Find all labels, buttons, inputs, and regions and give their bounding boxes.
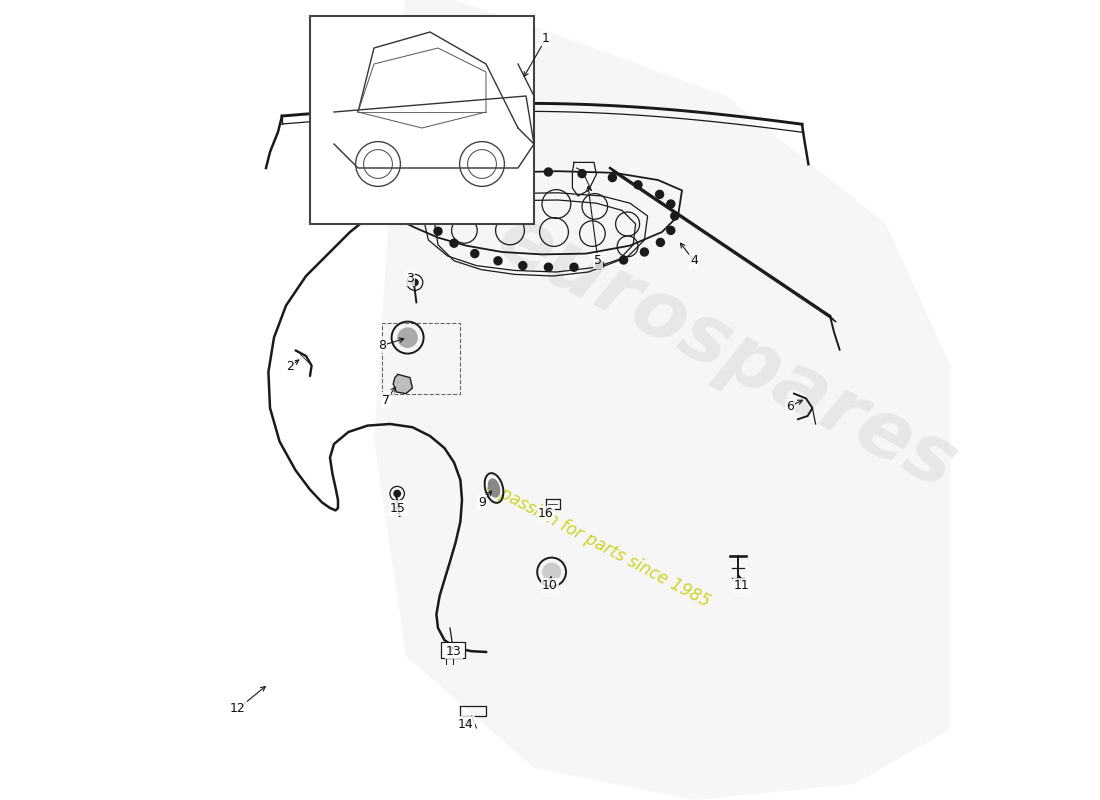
Text: eurospares: eurospares: [483, 198, 969, 506]
Circle shape: [640, 248, 648, 256]
Text: 7: 7: [382, 394, 390, 406]
Circle shape: [619, 256, 628, 264]
Polygon shape: [393, 374, 412, 394]
Circle shape: [578, 170, 586, 178]
Circle shape: [634, 181, 642, 189]
Text: 14: 14: [458, 718, 474, 730]
FancyBboxPatch shape: [441, 642, 465, 658]
Circle shape: [450, 239, 458, 247]
Text: 5: 5: [594, 254, 602, 267]
Circle shape: [510, 169, 519, 177]
Text: 2: 2: [286, 360, 294, 373]
Circle shape: [434, 227, 442, 235]
Text: 3: 3: [406, 272, 414, 285]
Circle shape: [595, 261, 604, 269]
Text: 1: 1: [542, 32, 550, 45]
Circle shape: [478, 171, 487, 179]
Circle shape: [519, 262, 527, 270]
Circle shape: [494, 257, 502, 265]
Circle shape: [667, 226, 674, 234]
Text: 10: 10: [542, 579, 558, 592]
Circle shape: [447, 177, 454, 185]
Text: 6: 6: [786, 400, 794, 413]
Circle shape: [394, 490, 400, 497]
Circle shape: [398, 328, 417, 347]
Circle shape: [471, 250, 478, 258]
Circle shape: [570, 263, 578, 271]
Polygon shape: [374, 0, 966, 800]
Text: 8: 8: [378, 339, 386, 352]
Text: 9: 9: [478, 496, 486, 509]
Circle shape: [421, 201, 429, 209]
Text: 11: 11: [734, 579, 750, 592]
Circle shape: [544, 168, 552, 176]
Circle shape: [667, 200, 674, 208]
Text: 12: 12: [230, 702, 246, 715]
Circle shape: [420, 186, 428, 194]
Text: 4: 4: [690, 254, 697, 267]
Circle shape: [399, 198, 407, 206]
Circle shape: [608, 174, 616, 182]
Text: a passion for parts since 1985: a passion for parts since 1985: [483, 477, 713, 611]
Circle shape: [671, 212, 679, 220]
Circle shape: [656, 190, 663, 198]
Text: 15: 15: [390, 502, 406, 514]
Circle shape: [424, 214, 431, 222]
Circle shape: [542, 563, 560, 581]
Text: 16: 16: [538, 507, 554, 520]
Text: 13: 13: [447, 645, 462, 658]
Circle shape: [411, 279, 418, 286]
Circle shape: [657, 238, 664, 246]
Circle shape: [544, 263, 552, 271]
FancyBboxPatch shape: [310, 16, 534, 224]
Ellipse shape: [488, 479, 499, 497]
